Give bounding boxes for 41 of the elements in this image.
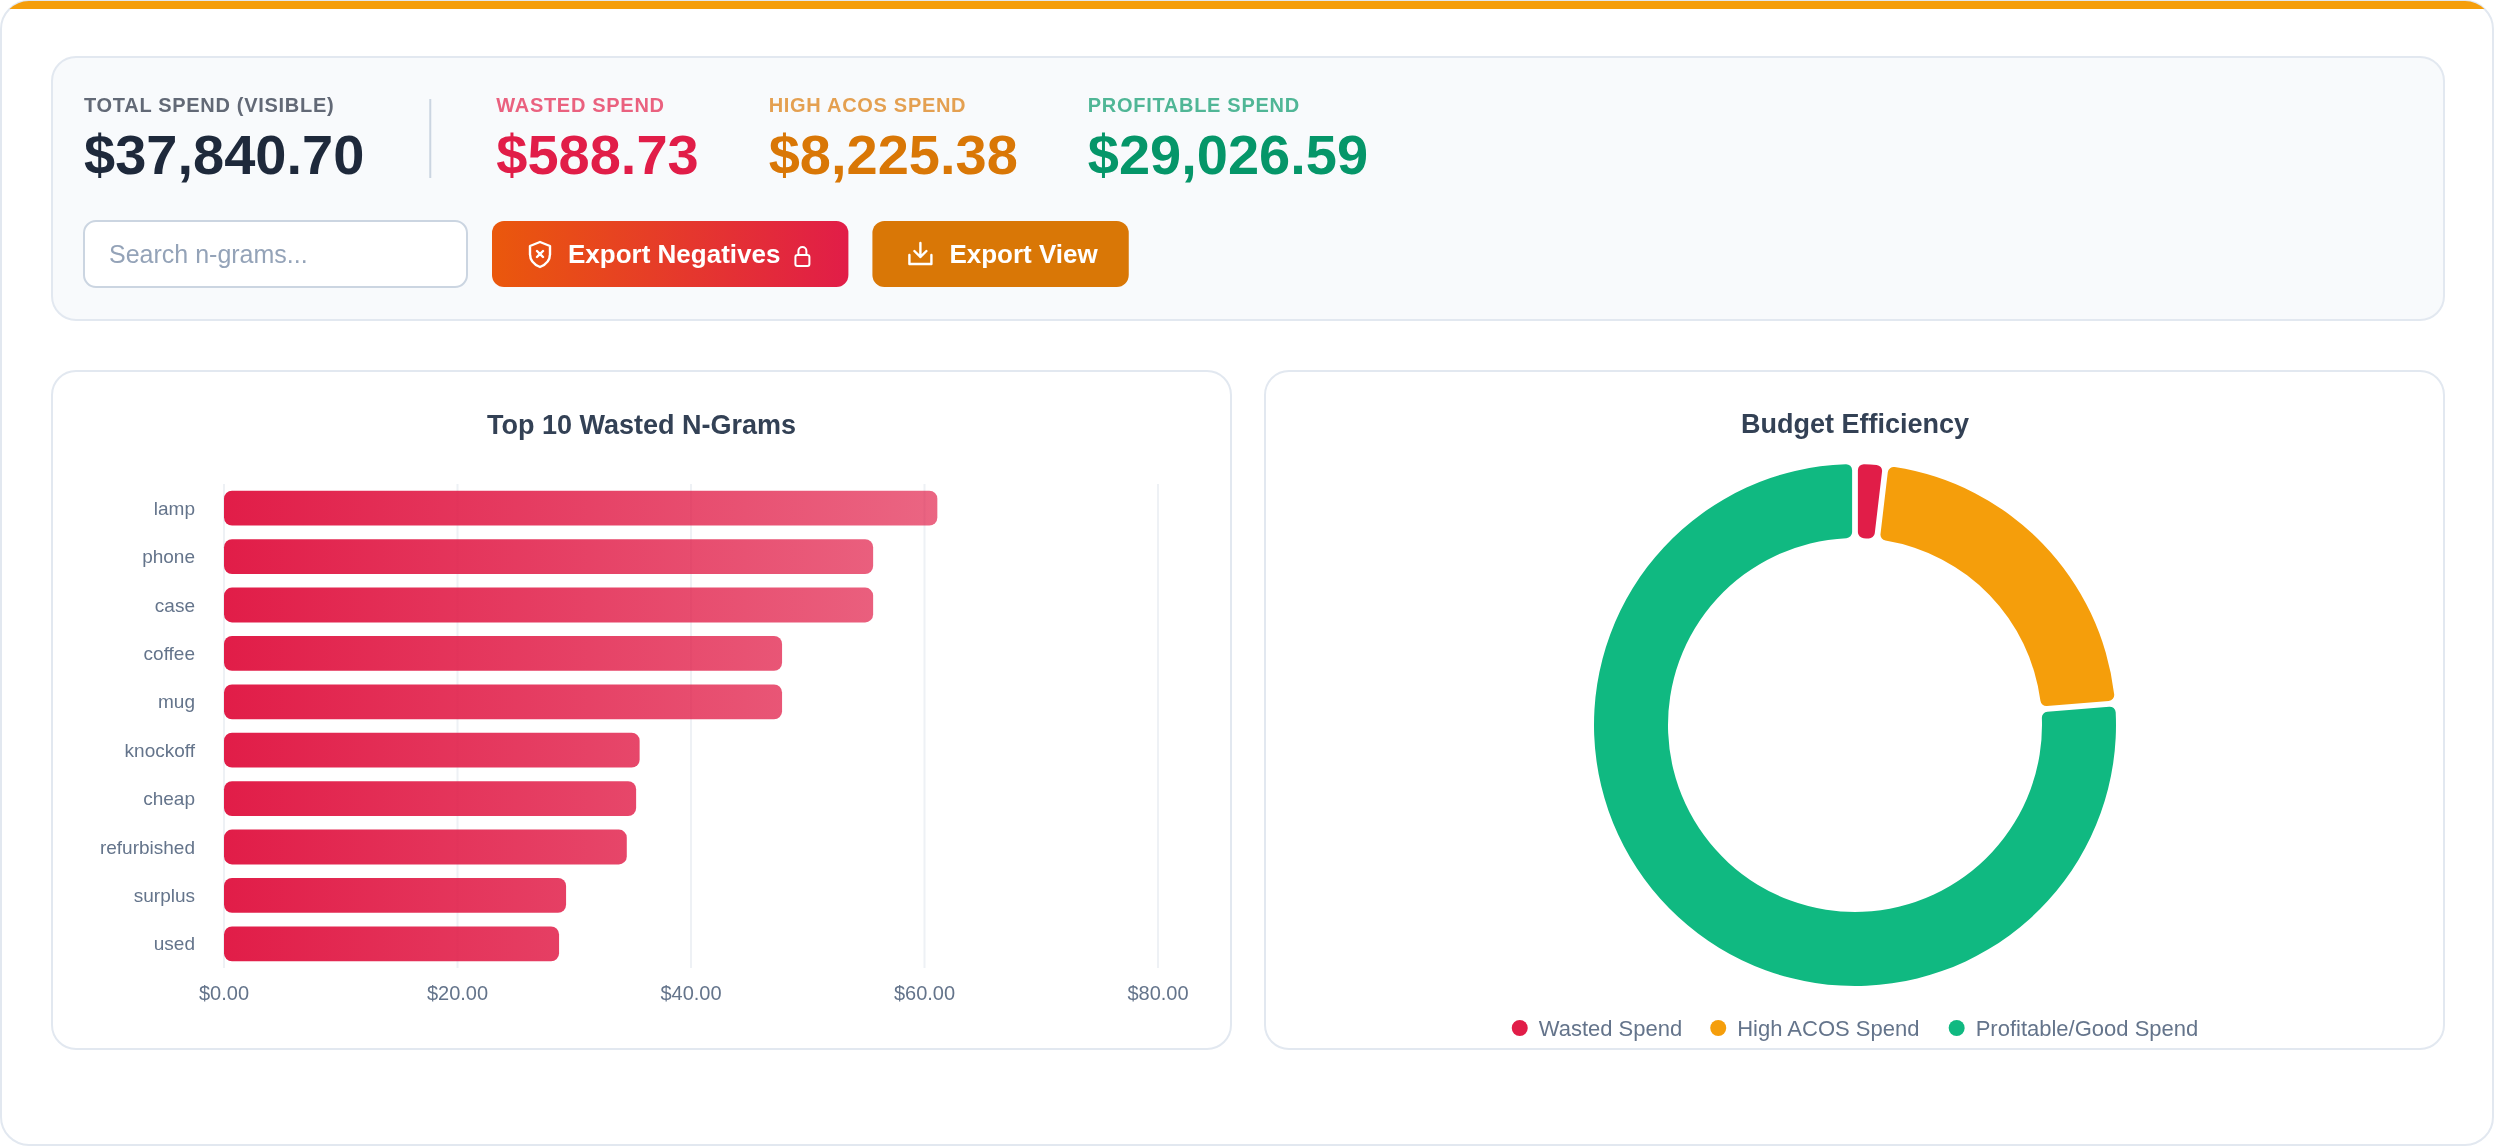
text: $29,026.59	[1087, 123, 1369, 186]
text: $588.73	[496, 123, 699, 186]
category-label: PROFITABLE SPEND	[1087, 94, 1300, 116]
chart-title: Top 10 Wasted N-Grams	[486, 410, 797, 440]
x-tick-label: $0.00	[198, 982, 250, 1004]
category-label: TOTAL SPEND (VISIBLE)	[84, 94, 335, 116]
legend-label: Profitable/Good Spend	[1975, 1015, 2199, 1041]
text: Search n-grams...	[109, 240, 308, 268]
category-label: WASTED SPEND	[496, 94, 665, 116]
bar	[224, 684, 783, 720]
y-tick-label: knockoff	[124, 739, 196, 761]
text: $8,225.38	[768, 123, 1018, 186]
y-tick-label: lamp	[153, 497, 195, 519]
y-tick-label: case	[154, 594, 195, 616]
text: Export View	[949, 239, 1099, 269]
legend-label: High ACOS Spend	[1737, 1015, 1920, 1041]
y-tick-label: surplus	[133, 884, 195, 906]
bar	[224, 781, 637, 817]
legend-label: Wasted Spend	[1538, 1015, 1683, 1041]
x-tick-label: $40.00	[660, 982, 722, 1004]
chart-title: Budget Efficiency	[1740, 409, 1970, 439]
bar	[224, 829, 627, 865]
bar	[224, 926, 560, 962]
x-tick-label: $60.00	[893, 982, 956, 1004]
bar	[224, 877, 567, 913]
category-label: HIGH ACOS SPEND	[768, 94, 967, 116]
y-tick-label: used	[153, 933, 195, 955]
bar	[224, 635, 783, 671]
bar	[224, 490, 938, 526]
y-tick-label: refurbished	[99, 836, 195, 858]
x-tick-label: $20.00	[426, 982, 489, 1004]
x-tick-label: $80.00	[1127, 982, 1189, 1004]
bar	[224, 732, 640, 768]
y-tick-label: coffee	[143, 642, 195, 664]
bar	[224, 587, 874, 623]
y-tick-label: cheap	[143, 788, 195, 810]
y-tick-label: phone	[142, 546, 195, 568]
text: Export Negatives	[568, 239, 781, 269]
text: $37,840.70	[84, 123, 365, 186]
bar	[224, 539, 874, 575]
y-tick-label: mug	[158, 691, 195, 713]
